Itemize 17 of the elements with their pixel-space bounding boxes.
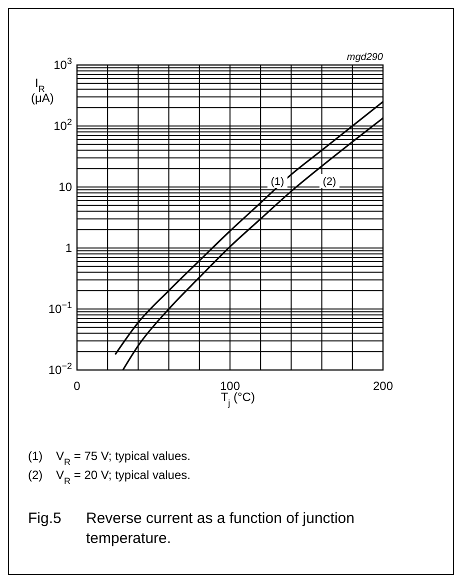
text: (1) V$_{R}$ = 75 V; typical values. <box>28 449 190 467</box>
y-tick-label: 10$^{−2}$ <box>48 361 72 377</box>
y-axis-title: I$_{R}$ (μA) <box>31 76 54 105</box>
x-tick-label: 200 <box>372 379 394 393</box>
y-tick-label: 1 <box>65 241 72 255</box>
y-tick-label: 10$^{3}$ <box>54 56 72 72</box>
y-tick-label: 10 <box>58 180 72 194</box>
annotation: (1) <box>270 176 284 188</box>
text: (2) V$_{R}$ = 20 V; typical values. <box>28 468 190 486</box>
x-tick-label: 100 <box>220 379 240 393</box>
x-axis-title: T$_{j}$ (°C) <box>220 390 255 408</box>
text: mgd290 <box>346 52 384 63</box>
chart-title: Fig.5 Reverse current as a function of junction temperature. <box>28 510 354 547</box>
annotation: (2) <box>322 176 336 188</box>
y-tick-label: 10$^{−1}$ <box>48 300 72 316</box>
x-tick-label: 0 <box>74 379 81 393</box>
y-tick-label: 10$^{2}$ <box>54 117 72 133</box>
